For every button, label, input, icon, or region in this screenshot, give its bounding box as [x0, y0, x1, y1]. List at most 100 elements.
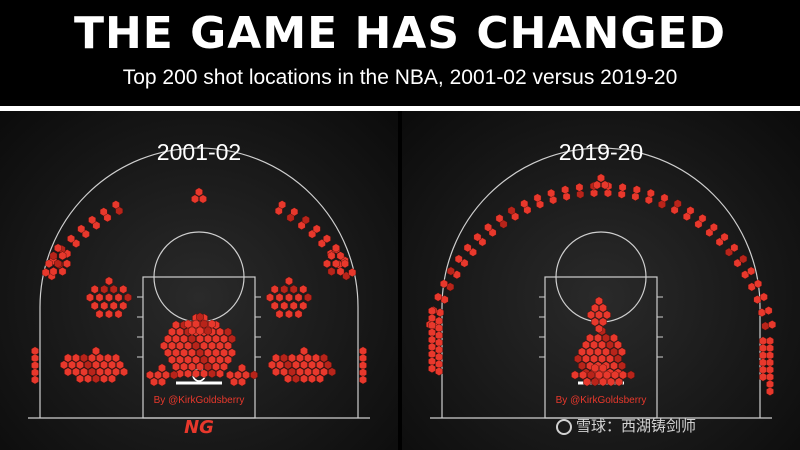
shot-hex [598, 354, 606, 364]
shot-hex [614, 354, 622, 364]
shot-hex [188, 362, 196, 372]
shot-hex [224, 327, 232, 337]
shot-hex [300, 346, 308, 356]
shot-hex [228, 348, 236, 358]
shot-hex [92, 346, 100, 356]
shot-hex [108, 374, 116, 384]
shot-hex [586, 347, 594, 357]
shot-hex [196, 326, 204, 336]
shot-hex [299, 301, 308, 311]
shot-hex [646, 188, 655, 198]
shot-hex [114, 309, 123, 319]
shot-hex [617, 189, 626, 199]
three-point-line [39, 147, 359, 418]
shot-hex [660, 193, 669, 203]
shot-hex [595, 324, 603, 334]
shot-hex [272, 353, 280, 363]
shot-hex [599, 363, 607, 373]
shot-hex [308, 374, 316, 384]
shot-hex [606, 340, 614, 350]
shot-hex [296, 353, 304, 363]
three-point-line [441, 147, 761, 418]
shot-hex [216, 369, 224, 379]
shot-hex [484, 222, 492, 232]
shot-hex [109, 284, 118, 294]
shot-hex [619, 370, 627, 380]
shot-hex [220, 362, 228, 372]
shot-hex [49, 267, 58, 276]
shot-hex [454, 254, 463, 264]
shot-hex [234, 370, 242, 380]
shot-hex [104, 367, 112, 377]
shot-hex [275, 309, 284, 319]
shot-hex [184, 355, 192, 365]
shot-hex [192, 355, 200, 365]
shot-hex [575, 182, 584, 192]
shot-hex [348, 268, 357, 277]
shot-hex [359, 375, 367, 385]
shot-hex [192, 341, 200, 351]
shot-hex [670, 205, 679, 215]
shot-hex [220, 334, 228, 344]
shot-hex [284, 374, 292, 384]
shot-hex [332, 243, 340, 253]
shot-hex [739, 254, 748, 264]
shot-hex [31, 375, 39, 385]
shot-hex [242, 370, 250, 380]
shot-hex [328, 367, 336, 377]
shot-hex [561, 185, 570, 195]
shot-hex [618, 347, 626, 357]
shot-hex [285, 293, 293, 302]
shot-hex [549, 195, 558, 205]
shot-hex [754, 279, 762, 289]
shot-hex [288, 353, 296, 363]
shot-hex [196, 334, 204, 344]
shot-hex [95, 293, 104, 302]
shot-hex [49, 251, 58, 261]
shot-hex [191, 194, 199, 204]
shot-hex [172, 362, 180, 372]
shot-hex [300, 374, 308, 384]
shot-hex [290, 207, 299, 217]
shot-hex [316, 374, 324, 384]
shot-hex [230, 377, 238, 387]
shot-hex [285, 276, 293, 286]
shot-hex [176, 355, 184, 365]
shot-hex [308, 360, 316, 370]
shot-hex [604, 188, 612, 198]
shot-hex [280, 353, 288, 363]
shot-hex [192, 369, 200, 379]
shot-hex [216, 341, 224, 351]
shot-hex [632, 185, 641, 195]
shot-hex [582, 354, 590, 364]
shot-hex [164, 348, 172, 358]
shot-hex [292, 374, 300, 384]
shot-hex [698, 213, 707, 223]
shot-hex [180, 362, 188, 372]
shot-hex [618, 361, 626, 371]
shot-hex [228, 334, 236, 344]
shot-hex [294, 309, 303, 319]
shot-hex [435, 366, 443, 376]
shot-hex [200, 355, 208, 365]
shot-hex [610, 333, 618, 343]
panel-label: 2019-20 [558, 139, 644, 165]
shot-hex [601, 180, 609, 190]
shot-hex [176, 327, 184, 337]
shot-hex [296, 367, 304, 377]
shot-hex [276, 360, 284, 370]
court-chart-2019-20 [426, 147, 776, 419]
shot-hex [105, 309, 113, 319]
shot-hex [250, 370, 258, 380]
shot-hex [95, 309, 104, 319]
shot-hex [602, 347, 610, 357]
shot-hex [76, 374, 84, 384]
shot-hex [84, 360, 92, 370]
shot-hex [146, 370, 154, 380]
shot-hex [312, 224, 321, 234]
shot-hex [112, 353, 120, 363]
shot-hex [591, 363, 599, 373]
shot-hex [168, 355, 176, 365]
shot-hex [594, 333, 602, 343]
shot-hex [119, 301, 128, 311]
